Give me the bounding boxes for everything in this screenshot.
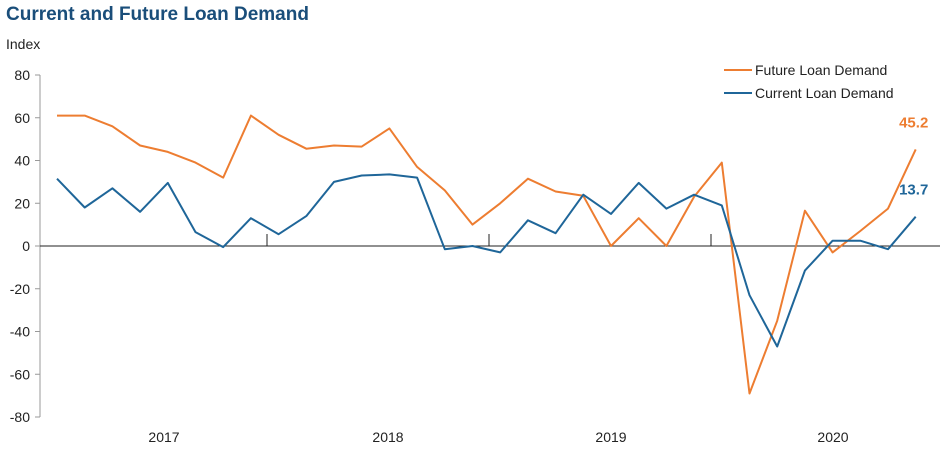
- y-tick-label: 0: [22, 238, 30, 254]
- legend-label: Current Loan Demand: [755, 85, 894, 101]
- y-tick-label: -20: [10, 281, 30, 297]
- x-tick-label: 2019: [595, 429, 626, 445]
- y-tick-label: -60: [10, 366, 30, 382]
- y-tick-label: 80: [14, 67, 30, 83]
- y-axis-label: Index: [6, 36, 41, 52]
- x-tick-label: 2020: [817, 429, 848, 445]
- y-tick-label: 20: [14, 195, 30, 211]
- y-tick-label: 40: [14, 153, 30, 169]
- end-value-label: 45.2: [899, 114, 928, 131]
- series-line-current: [56, 173, 917, 348]
- y-tick-label: -40: [10, 324, 30, 340]
- y-tick-label: -80: [10, 409, 30, 425]
- x-tick-label: 2018: [372, 429, 403, 445]
- series-line-future: [57, 114, 917, 395]
- chart-title: Current and Future Loan Demand: [6, 4, 309, 25]
- legend-label: Future Loan Demand: [755, 62, 887, 78]
- x-tick-label: 2017: [148, 429, 179, 445]
- y-tick-label: 60: [14, 110, 30, 126]
- end-value-label: 13.7: [899, 182, 928, 199]
